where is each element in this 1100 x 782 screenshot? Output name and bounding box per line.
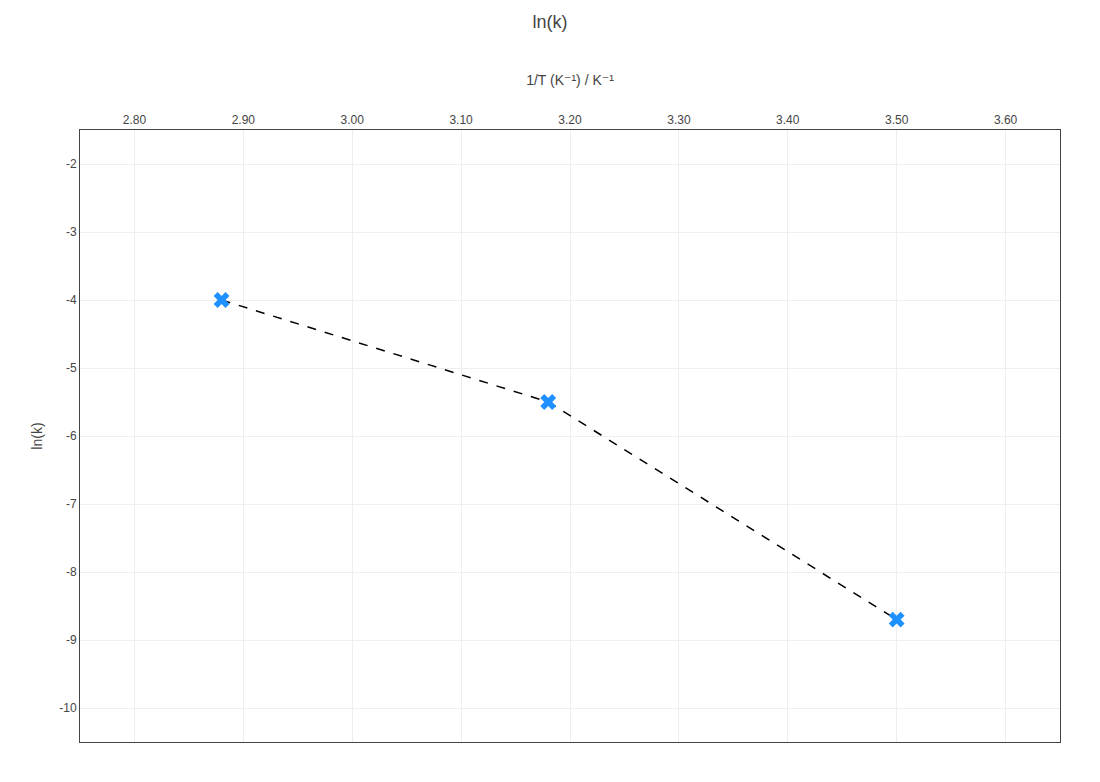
svg-text:-6: -6 [66,429,77,443]
svg-text:-4: -4 [66,293,77,307]
svg-text:3.50: 3.50 [885,113,909,127]
svg-text:3.30: 3.30 [667,113,691,127]
svg-text:-3: -3 [66,225,77,239]
svg-text:1/T (K⁻¹) / K⁻¹: 1/T (K⁻¹) / K⁻¹ [526,72,614,88]
svg-text:3.20: 3.20 [558,113,582,127]
svg-text:ln(k): ln(k) [533,12,568,32]
svg-text:3.10: 3.10 [449,113,473,127]
svg-text:-7: -7 [66,497,77,511]
svg-text:2.80: 2.80 [123,113,147,127]
svg-text:-8: -8 [66,565,77,579]
svg-text:ln(k): ln(k) [29,422,45,449]
svg-text:3.00: 3.00 [341,113,365,127]
svg-text:3.40: 3.40 [776,113,800,127]
svg-text:-2: -2 [66,157,77,171]
svg-text:2.90: 2.90 [232,113,256,127]
svg-text:3.60: 3.60 [994,113,1018,127]
svg-text:-10: -10 [59,701,77,715]
svg-text:-9: -9 [66,633,77,647]
svg-text:-5: -5 [66,361,77,375]
